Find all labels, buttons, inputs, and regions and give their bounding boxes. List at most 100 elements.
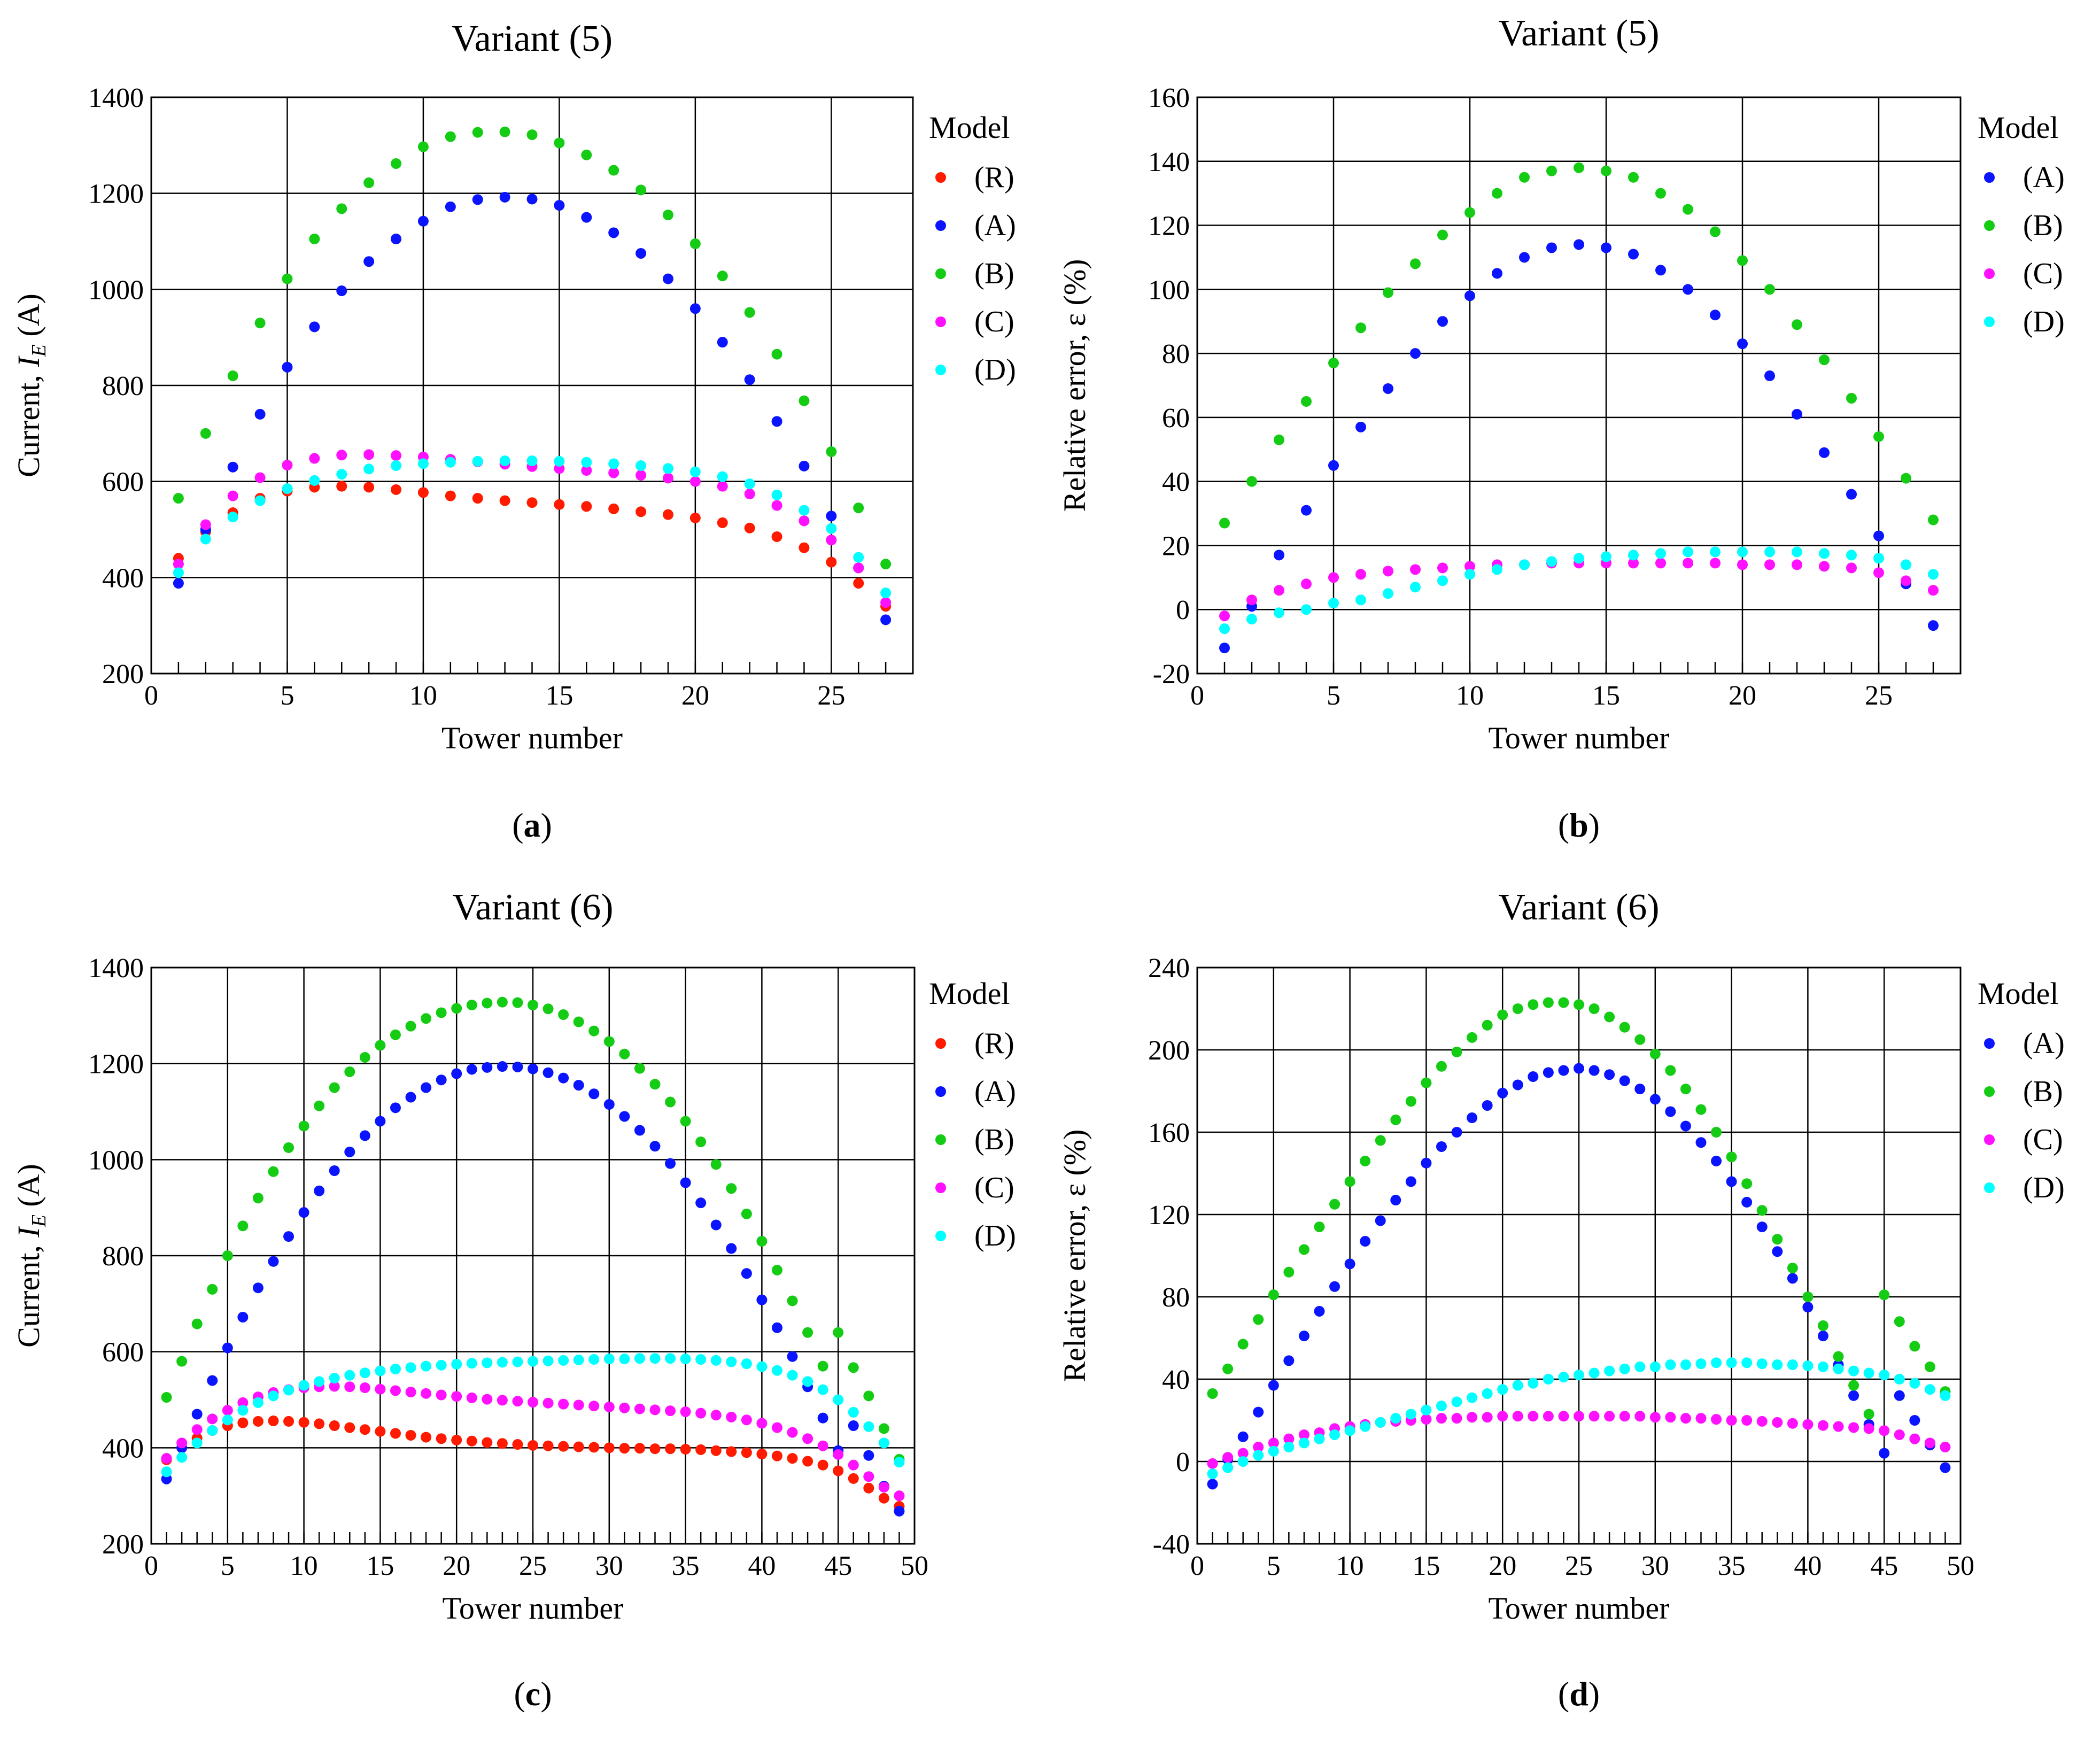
- data-point: [1901, 473, 1911, 484]
- data-point: [649, 1404, 660, 1415]
- data-point: [665, 1353, 676, 1364]
- data-point: [360, 1130, 370, 1141]
- data-point: [1238, 1339, 1249, 1350]
- data-point: [787, 1427, 798, 1438]
- y-tick-label: 200: [102, 1529, 144, 1560]
- data-point: [818, 1460, 828, 1471]
- y-tick-label: 80: [1162, 1282, 1190, 1313]
- data-point: [472, 456, 483, 467]
- data-point: [853, 552, 864, 563]
- y-axis-label: Current, IE (A): [11, 1164, 50, 1348]
- data-point: [619, 1403, 630, 1413]
- data-point: [283, 1142, 294, 1153]
- data-point: [1848, 1390, 1859, 1401]
- data-point: [360, 1367, 370, 1378]
- data-point: [604, 1442, 615, 1453]
- data-point: [1695, 1104, 1706, 1115]
- x-tick-label: 50: [1947, 1551, 1974, 1581]
- y-tick-label: 1200: [88, 179, 144, 210]
- data-point: [207, 1425, 218, 1436]
- data-point: [1421, 1078, 1431, 1088]
- data-point: [634, 1125, 645, 1136]
- data-point: [283, 1416, 294, 1427]
- data-point: [1928, 620, 1939, 631]
- y-tick-label: 800: [102, 1241, 144, 1272]
- data-point: [336, 481, 347, 492]
- data-point: [421, 1013, 431, 1024]
- data-point: [1238, 1456, 1249, 1467]
- data-point: [1253, 1314, 1264, 1325]
- data-point: [406, 1430, 416, 1441]
- data-point: [1787, 1418, 1798, 1429]
- data-point: [741, 1358, 752, 1369]
- data-point: [726, 1357, 737, 1367]
- data-point: [1879, 1425, 1889, 1436]
- data-point: [711, 1445, 722, 1456]
- data-point: [818, 1385, 828, 1395]
- data-point: [1345, 1258, 1355, 1269]
- data-point: [1925, 1437, 1935, 1448]
- data-point: [726, 1412, 737, 1422]
- x-tick-label: 10: [409, 680, 437, 711]
- data-point: [1558, 997, 1569, 1008]
- data-point: [1601, 242, 1611, 253]
- data-point: [634, 1063, 645, 1074]
- data-point: [1710, 558, 1721, 568]
- data-point: [818, 1413, 828, 1424]
- data-point: [1497, 1088, 1508, 1099]
- data-point: [467, 1358, 477, 1368]
- data-point: [527, 497, 538, 508]
- data-point: [1299, 1437, 1309, 1448]
- data-point: [1634, 1362, 1645, 1372]
- data-point: [228, 462, 238, 473]
- data-point: [574, 1080, 584, 1091]
- data-point: [680, 1116, 691, 1126]
- data-point: [1726, 1357, 1737, 1368]
- y-tick-label: 400: [102, 563, 144, 593]
- data-point: [848, 1407, 859, 1418]
- x-tick-label: 20: [681, 680, 709, 711]
- data-point: [1274, 550, 1284, 560]
- data-point: [802, 1376, 813, 1387]
- data-point: [833, 1395, 843, 1405]
- data-point: [1528, 1378, 1538, 1389]
- data-point: [1818, 1320, 1828, 1331]
- data-point: [1546, 556, 1557, 567]
- data-point: [833, 1449, 843, 1460]
- data-point: [1864, 1409, 1874, 1419]
- panel-a: Variant (5) 0 5 10 15 20 25 200 400 600 800 1000 120…: [11, 18, 1016, 844]
- data-point: [680, 1177, 691, 1188]
- panel-label: (a): [512, 806, 552, 844]
- data-point: [581, 212, 592, 223]
- data-point: [282, 362, 292, 373]
- data-point: [1328, 572, 1339, 583]
- data-point: [228, 491, 238, 501]
- x-tick-label: 35: [1718, 1551, 1746, 1581]
- legend: Model (A) (B) (C) (D): [1978, 976, 2065, 1204]
- data-point: [880, 614, 891, 625]
- data-point: [1410, 258, 1421, 269]
- y-axis-label: Current, IE (A): [11, 293, 50, 477]
- data-point: [574, 1355, 584, 1365]
- data-point: [1436, 1401, 1447, 1411]
- data-point: [418, 487, 429, 498]
- data-point: [467, 1064, 477, 1074]
- data-point: [1437, 316, 1448, 327]
- data-point: [497, 1357, 508, 1367]
- legend: Model(R)(A)(B)(C)(D): [929, 976, 1016, 1252]
- data-point: [1628, 172, 1639, 183]
- x-tick-label: 40: [748, 1551, 776, 1581]
- x-tick-label: 20: [443, 1551, 470, 1581]
- x-tick-label: 10: [290, 1551, 318, 1581]
- data-point: [772, 490, 782, 500]
- data-point: [756, 1236, 767, 1247]
- legend-marker: [1984, 268, 1995, 279]
- data-point: [1894, 1374, 1905, 1385]
- data-point: [329, 1373, 340, 1383]
- data-point: [1909, 1434, 1920, 1444]
- data-point: [588, 1088, 599, 1099]
- data-point: [1928, 569, 1939, 579]
- x-tick-label: 25: [1565, 1551, 1593, 1581]
- data-point: [482, 1394, 492, 1405]
- data-point: [1628, 550, 1639, 560]
